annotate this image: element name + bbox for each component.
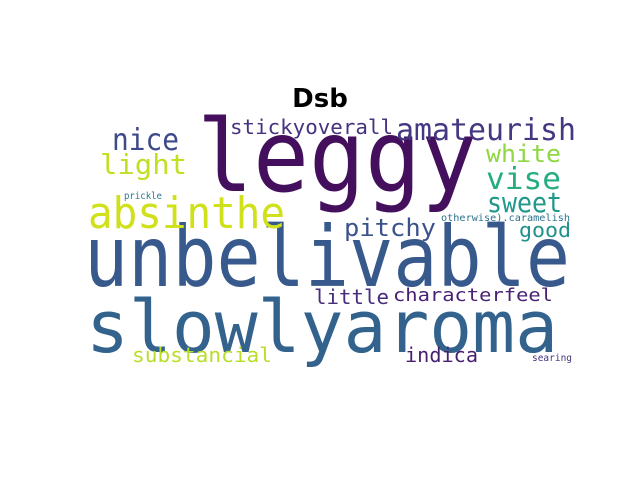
word-slowlyaroma: slowlyaroma <box>86 285 558 369</box>
word-amateurish: amateurish <box>396 113 576 148</box>
word-prickle: prickle <box>124 191 162 202</box>
word-nice: nice <box>112 123 179 158</box>
word-white: white <box>486 140 561 168</box>
word-unbelivable: unbelivable <box>84 208 570 306</box>
word-leggy: leggy <box>197 98 477 215</box>
word-characterfeel: characterfeel <box>393 285 553 306</box>
word-sweet: sweet <box>487 186 562 219</box>
word-good: good <box>519 218 571 242</box>
figure-title: Dsb <box>292 84 348 114</box>
word-pitchy: pitchy <box>344 214 436 242</box>
word-searing: searing <box>532 353 572 364</box>
word-indica: indica <box>405 343 478 367</box>
word-substancial: substancial <box>132 343 272 367</box>
word-vise: vise <box>486 162 561 197</box>
word-stickyoverall: stickyoverall <box>230 115 393 139</box>
word-light: light <box>100 148 187 181</box>
word-absinthe: absinthe <box>88 188 285 239</box>
word-otherwise-caramelish: otherwise).caramelish <box>441 213 570 224</box>
word-little: little <box>314 285 389 309</box>
